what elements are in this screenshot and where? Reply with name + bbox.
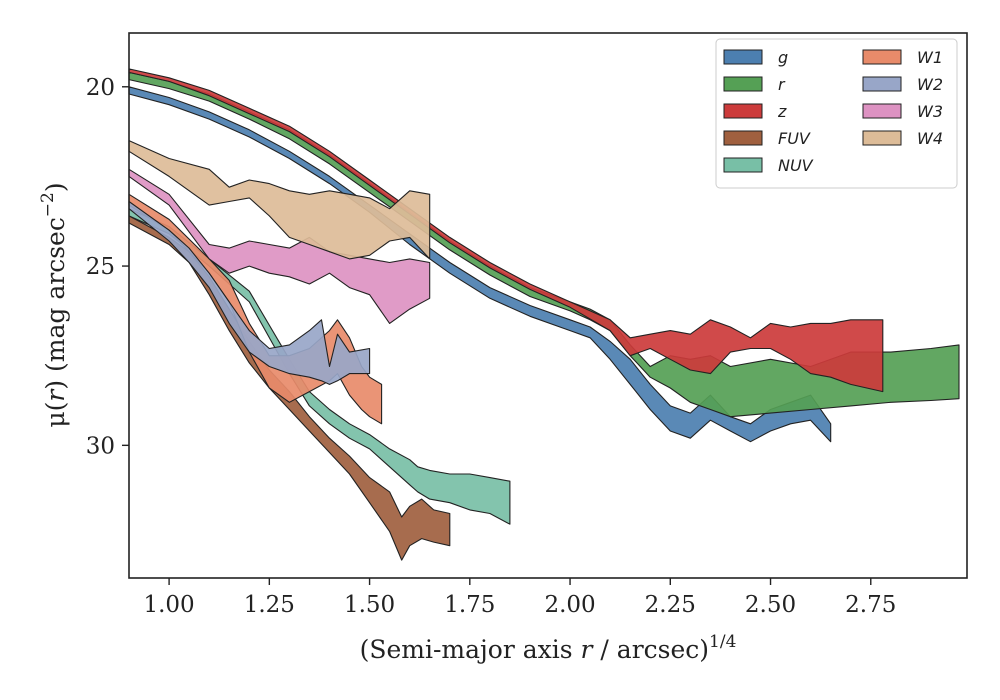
legend-box xyxy=(715,38,958,189)
legend-swatch-w3 xyxy=(862,103,902,119)
legend-swatch-w2 xyxy=(862,76,902,92)
legend-label-fuv: FUV xyxy=(778,129,811,148)
y-tick-label: 30 xyxy=(86,433,115,459)
legend-swatch-g xyxy=(723,49,763,65)
x-axis: 1.00 1.25 1.50 1.75 2.00 2.25 2.50 2.75 xyxy=(143,578,896,618)
legend-swatch-nuv xyxy=(723,157,763,173)
band-g xyxy=(128,86,832,443)
legend-label-w2: W2 xyxy=(917,75,943,94)
x-tick-label: 1.75 xyxy=(444,592,495,618)
series-bands xyxy=(128,68,960,561)
x-tick-label: 1.25 xyxy=(244,592,295,618)
legend-swatch-r xyxy=(723,76,763,92)
band-z xyxy=(128,68,884,393)
y-tick-label: 25 xyxy=(86,254,115,280)
legend-swatch-fuv xyxy=(723,130,763,146)
y-axis: 20 25 30 xyxy=(86,75,129,459)
y-tick-label: 20 xyxy=(86,75,115,101)
legend-swatch-w4 xyxy=(862,130,902,146)
legend-label-g: g xyxy=(778,48,788,67)
legend-swatch-w1 xyxy=(862,49,902,65)
x-tick-label: 2.50 xyxy=(745,592,796,618)
legend-label-r: r xyxy=(778,75,786,94)
legend-label-z: z xyxy=(777,102,787,121)
band-w2 xyxy=(128,200,371,385)
legend-label-nuv: NUV xyxy=(778,156,814,175)
x-tick-label: 1.00 xyxy=(143,592,194,618)
legend-swatch-z xyxy=(723,103,763,119)
plot-frame xyxy=(128,32,968,579)
band-w4 xyxy=(128,140,431,260)
x-tick-label: 2.00 xyxy=(544,592,595,618)
legend-entries: grz FUV NUV W1 W2 W3 W4 xyxy=(723,48,943,175)
legend-label-w1: W1 xyxy=(917,48,943,67)
y-axis-label: μ(r) (mag arcsec−2) xyxy=(38,182,70,427)
legend: grz FUV NUV W1 W2 W3 W4 xyxy=(715,38,958,189)
band-w3 xyxy=(128,168,431,324)
x-tick-label: 2.75 xyxy=(845,592,896,618)
x-tick-label: 1.50 xyxy=(344,592,395,618)
legend-label-w4: W4 xyxy=(917,129,943,148)
x-tick-label: 2.25 xyxy=(645,592,696,618)
x-axis-label: (Semi-major axis r / arcsec)1/4 xyxy=(360,632,737,664)
legend-label-w3: W3 xyxy=(917,102,943,121)
